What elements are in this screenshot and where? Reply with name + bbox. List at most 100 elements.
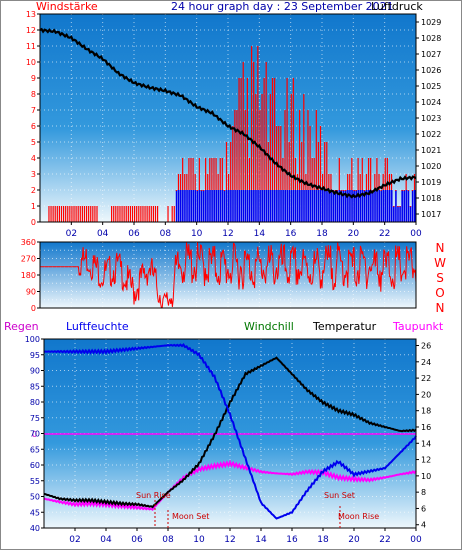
wind-axis-tick-label: 5 <box>31 138 36 147</box>
wind-gust-bar <box>405 190 408 222</box>
wind-gust-bar <box>301 190 303 222</box>
wind-direction-line <box>40 241 417 309</box>
wind-bar <box>138 206 140 222</box>
wind-gust-bar <box>386 190 389 222</box>
wind-bar <box>263 78 265 190</box>
wind-gust-bar <box>273 190 276 222</box>
wind-bar <box>129 206 132 222</box>
wind-gust-bar <box>200 190 203 222</box>
wind-gust-bar <box>211 190 213 222</box>
humidity-axis-tick-label: 95 <box>30 351 40 360</box>
wind-bar <box>211 158 213 190</box>
wind-axis-tick-label: 11 <box>26 42 36 51</box>
wind-bar <box>315 110 317 190</box>
wind-bar <box>217 174 219 190</box>
wind-bar <box>265 62 267 190</box>
wind-bar <box>196 190 198 191</box>
wind-bar <box>236 110 238 190</box>
rain-zero-label: 0 <box>32 430 37 439</box>
wind-gust-bar <box>294 190 297 222</box>
wind-gust-bar <box>330 190 332 222</box>
wind-bar <box>299 110 301 190</box>
wind-bar <box>194 174 196 190</box>
wind-gust-bar <box>194 190 197 222</box>
wind-bar <box>355 190 357 191</box>
wind-bar <box>322 174 324 190</box>
wind-gust-bar <box>179 190 182 222</box>
wind-bar <box>54 206 56 222</box>
wind-bar <box>225 142 228 190</box>
wind-gust-bar <box>261 190 264 222</box>
wind-bar <box>284 110 286 190</box>
wind-gust-bar <box>411 190 414 222</box>
wind-bar <box>156 206 159 222</box>
wind-bar <box>248 158 251 190</box>
wind-gust-bar <box>188 190 190 222</box>
wind-bar <box>148 206 150 222</box>
x-tick-label: 16 <box>286 535 298 545</box>
temperature-axis-tick-label: 6 <box>421 504 426 513</box>
humidity-axis-tick-label: 90 <box>30 367 40 376</box>
wind-gust-bar <box>276 190 278 222</box>
pressure-axis-tick-label: 1027 <box>421 50 441 59</box>
wind-bar <box>154 206 157 222</box>
wind-gust-bar <box>315 190 318 222</box>
wind-bar <box>374 174 376 190</box>
compass-w-label: W <box>434 256 446 270</box>
wind-gust-bar <box>299 190 301 222</box>
wind-bar <box>88 206 90 222</box>
wind-bar <box>125 206 127 222</box>
wind-bar <box>388 174 391 190</box>
wind-bar <box>62 206 65 222</box>
wind-bar <box>56 206 58 222</box>
pressure-axis-tick-label: 1019 <box>421 178 441 187</box>
wind-bar <box>142 206 144 222</box>
wind-bar <box>257 46 259 190</box>
wind-gust-bar <box>397 206 399 222</box>
wind-gust-bar <box>286 190 289 222</box>
wind-gust-bar <box>409 206 412 222</box>
x-tick-label: 12 <box>222 229 233 239</box>
wind-bar <box>326 142 328 190</box>
wind-gust-bar <box>340 190 343 222</box>
pressure-line <box>39 27 417 199</box>
wind-bar <box>313 158 315 190</box>
wind-gust-bar <box>234 190 236 222</box>
wind-bar <box>361 158 363 190</box>
temperature-axis-tick-label: 14 <box>421 439 431 448</box>
wind-bar <box>140 206 142 222</box>
wind-bar <box>382 174 384 190</box>
wind-bar <box>401 190 403 191</box>
wind-bar <box>50 206 52 222</box>
humidity-axis-tick-label: 80 <box>30 398 40 407</box>
wind-bar <box>115 206 117 222</box>
wind-gust-bar <box>228 190 230 222</box>
wind-bar <box>399 206 401 207</box>
rain-legend: Regen <box>4 320 39 333</box>
wind-gust-bar <box>177 190 180 222</box>
wind-gust-bar <box>217 190 220 222</box>
wind-gust-bar <box>265 190 268 222</box>
x-tick-label: 22 <box>379 229 390 239</box>
wind-bar <box>278 126 280 190</box>
wind-bar <box>190 158 192 190</box>
x-tick-label: 02 <box>66 229 77 239</box>
wind-bar <box>58 206 60 222</box>
wind-gust-bar <box>317 190 320 222</box>
wind-gust-bar <box>205 190 207 222</box>
wind-axis-tick-label: 2 <box>31 186 36 195</box>
wind-bar <box>413 174 416 190</box>
wind-bar <box>215 158 217 190</box>
wind-gust-bar <box>296 190 299 222</box>
wind-gust-bar <box>290 190 293 222</box>
direction-axis-tick-label: 270 <box>21 255 36 264</box>
wind-bar <box>363 190 365 191</box>
wind-gust-bar <box>190 190 192 222</box>
wind-gust-bar <box>401 190 403 222</box>
wind-gust-bar <box>305 190 307 222</box>
chart-title: 24 hour graph day : 23 September 2021 <box>171 0 394 13</box>
wind-bar <box>77 206 79 222</box>
wind-gust-bar <box>230 190 232 222</box>
wind-gust-bar <box>244 190 247 222</box>
wind-bar <box>213 158 215 190</box>
